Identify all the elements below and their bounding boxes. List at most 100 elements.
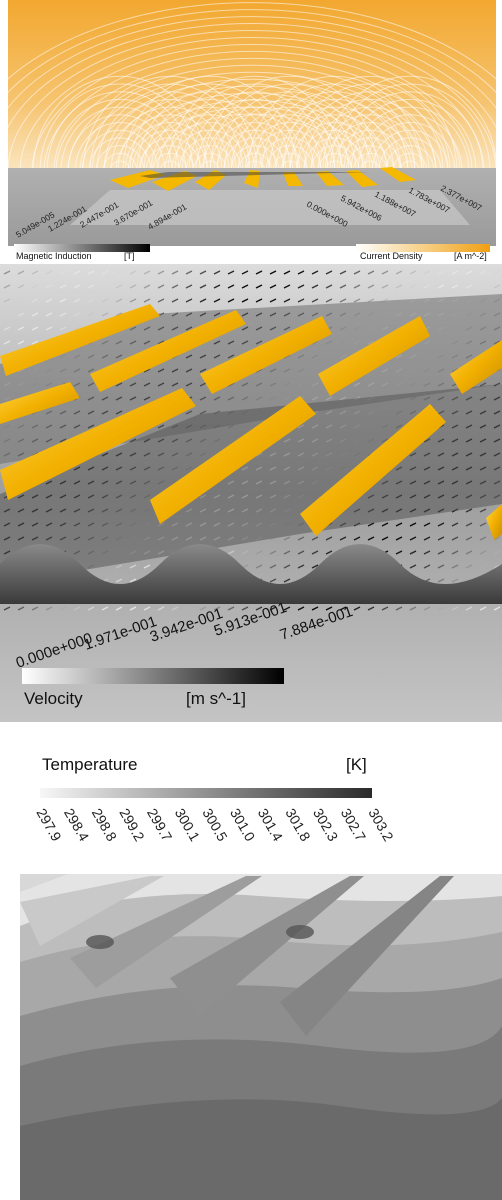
velocity-vector [73, 298, 81, 303]
velocity-vector [283, 270, 291, 275]
field-line [272, 152, 308, 173]
ridge [280, 876, 454, 1036]
velocity-vector [31, 298, 39, 303]
b-colorbar [14, 244, 150, 252]
electrode-strip [346, 170, 378, 187]
velocity-vector [283, 564, 291, 569]
velocity-vector [479, 550, 487, 555]
velocity-vector [87, 312, 95, 317]
field-line [0, 23, 502, 148]
magnetic-field-visualization: 5.049e-005 1.224e-001 2.447e-001 3.670e-… [0, 0, 502, 261]
velocity-vector [73, 284, 81, 289]
field-line [350, 106, 470, 173]
field-line [122, 75, 298, 173]
velocity-vector [283, 298, 291, 303]
field-line [138, 137, 202, 173]
temperature-tick-label: 301.8 [282, 806, 313, 845]
field-line [209, 122, 301, 173]
field-line [209, 83, 371, 173]
velocity-vector [325, 298, 333, 303]
field-line [67, 64, 437, 173]
velocity-vector [423, 564, 431, 569]
velocity-vector [297, 550, 305, 555]
velocity-vector [45, 298, 53, 303]
velocity-vector [269, 578, 277, 583]
velocity-vector [45, 312, 53, 317]
velocity-vector [199, 284, 207, 289]
velocity-vector [255, 284, 263, 289]
field-line [124, 122, 216, 173]
temperature-tick-label: 302.7 [338, 806, 369, 845]
field-line [282, 75, 458, 173]
velocity-vector [101, 312, 109, 317]
temperature-tick-label: 300.1 [172, 806, 203, 845]
velocity-vector [437, 536, 445, 541]
velocity-vector [185, 284, 193, 289]
velocity-vector [255, 550, 263, 555]
velocity-panel: 0.000e+000 1.971e-001 3.942e-001 5.913e-… [0, 264, 502, 722]
field-line [230, 106, 350, 173]
velocity-vector [31, 284, 39, 289]
temperature-colorbar [40, 788, 372, 798]
electrode [200, 316, 332, 394]
field-line [81, 129, 159, 173]
velocity-vector [311, 284, 319, 289]
velocity-vector [479, 270, 487, 275]
velocity-vector [3, 298, 11, 303]
magnetic-field-panel: 5.049e-005 1.224e-001 2.447e-001 3.670e-… [0, 0, 502, 262]
velocity-vector [17, 606, 25, 611]
velocity-vector [381, 270, 389, 275]
electrode-strip [283, 172, 303, 186]
velocity-vector [437, 284, 445, 289]
field-line [0, 16, 502, 121]
electrode [150, 396, 316, 524]
velocity-vector [325, 550, 333, 555]
velocity-vector [493, 550, 501, 555]
contour-band [20, 1098, 502, 1200]
velocity-vector [297, 606, 305, 611]
channel-wall [0, 384, 502, 584]
velocity-vector [325, 606, 333, 611]
velocity-vector [479, 606, 487, 611]
velocity-vector [493, 284, 501, 289]
field-line [357, 114, 463, 173]
temperature-tick-label: 298.4 [61, 806, 92, 845]
velocity-vector [171, 298, 179, 303]
velocity-vector [465, 550, 473, 555]
velocity-vector [423, 606, 431, 611]
field-line [43, 50, 461, 173]
velocity-vector [381, 284, 389, 289]
velocity-vector [381, 536, 389, 541]
velocity-vector [479, 536, 487, 541]
field-line [32, 75, 208, 173]
velocity-vector [269, 550, 277, 555]
velocity-vector [115, 578, 123, 583]
velocity-vector [493, 536, 501, 541]
velocity-vector [409, 564, 417, 569]
velocity-vector [409, 536, 417, 541]
velocity-vector [381, 522, 389, 527]
velocity-vector [241, 284, 249, 289]
temperature-tick-labels: 297.9298.4298.8299.2299.7300.1300.5301.0… [33, 806, 396, 845]
field-line [296, 91, 444, 173]
velocity-vector [339, 270, 347, 275]
velocity-vector [129, 606, 137, 611]
velocity-vector [101, 606, 109, 611]
velocity-vector [283, 606, 291, 611]
velocity-vector [59, 298, 67, 303]
velocity-vector [479, 284, 487, 289]
velocity-vector [451, 270, 459, 275]
temperature-tick-label: 300.5 [199, 806, 230, 845]
velocity-vector [451, 284, 459, 289]
velocity-vector [437, 578, 445, 583]
velocity-vector [185, 270, 193, 275]
temperature-tick-label: 297.9 [33, 806, 64, 845]
velocity-vector [213, 284, 221, 289]
velocity-vector [241, 606, 249, 611]
electrode-strip [316, 171, 344, 186]
temperature-tick-label: 301.4 [255, 806, 286, 845]
field-line [110, 106, 230, 173]
velocity-vector [311, 536, 319, 541]
velocity-vector [283, 550, 291, 555]
field-line [46, 91, 194, 173]
